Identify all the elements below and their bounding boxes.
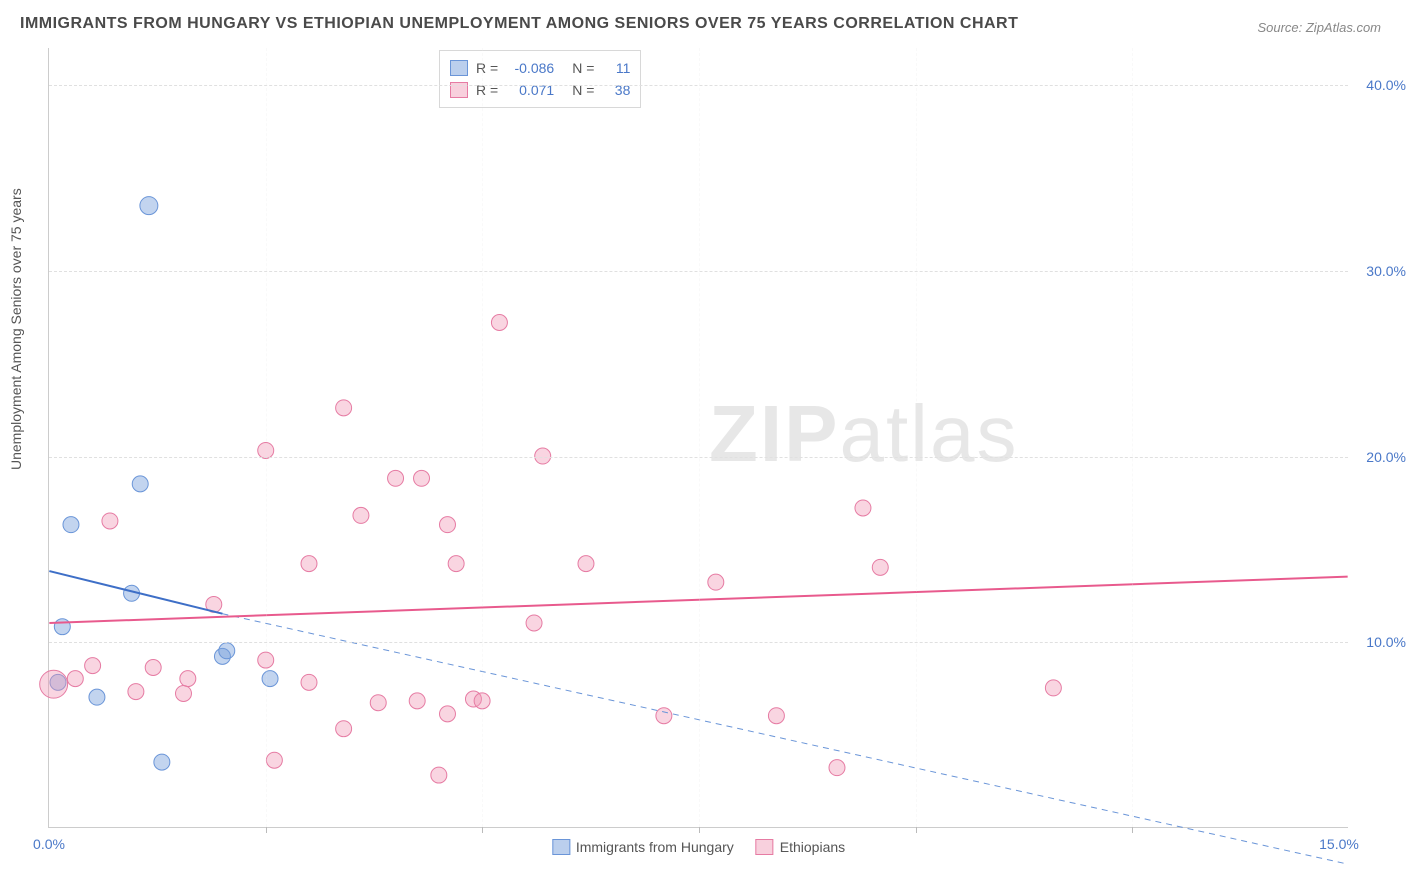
n-label: N = [572,60,594,76]
data-point [409,693,425,709]
data-point [578,556,594,572]
y-tick-label: 10.0% [1366,634,1406,650]
data-point [154,754,170,770]
data-point [388,470,404,486]
data-point [872,559,888,575]
legend-label-1: Ethiopians [780,839,845,855]
data-point [89,689,105,705]
data-point [140,197,158,215]
swatch-pink-icon [756,839,774,855]
data-point [829,760,845,776]
data-point [336,400,352,416]
data-point [768,708,784,724]
n-value-0: 11 [602,60,630,76]
swatch-blue-icon [450,60,468,76]
y-tick-label: 30.0% [1366,263,1406,279]
y-axis-label: Unemployment Among Seniors over 75 years [8,188,24,470]
data-point [132,476,148,492]
data-point [301,674,317,690]
data-point [180,671,196,687]
legend-label-0: Immigrants from Hungary [576,839,734,855]
data-point [448,556,464,572]
y-tick-label: 20.0% [1366,449,1406,465]
r-value-0: -0.086 [506,60,554,76]
data-point [656,708,672,724]
y-tick-label: 40.0% [1366,77,1406,93]
data-point [219,643,235,659]
data-point [708,574,724,590]
chart-title: IMMIGRANTS FROM HUNGARY VS ETHIOPIAN UNE… [20,15,1018,33]
data-point [439,517,455,533]
data-point [63,517,79,533]
data-point [336,721,352,737]
data-point [414,470,430,486]
data-point [855,500,871,516]
plot-area: ZIPatlas R = -0.086 N = 11 R = 0.071 N =… [48,48,1348,828]
data-point [40,670,68,698]
data-point [266,752,282,768]
data-point [176,685,192,701]
legend-item-1: Ethiopians [756,839,845,855]
data-point [145,660,161,676]
legend-stats: R = -0.086 N = 11 R = 0.071 N = 38 [439,50,641,108]
legend-series: Immigrants from Hungary Ethiopians [552,839,845,855]
data-point [526,615,542,631]
data-point [85,658,101,674]
legend-stats-row-1: R = 0.071 N = 38 [450,79,630,101]
data-point [128,684,144,700]
legend-item-0: Immigrants from Hungary [552,839,734,855]
data-point [1045,680,1061,696]
legend-stats-row-0: R = -0.086 N = 11 [450,57,630,79]
data-point [262,671,278,687]
data-point [353,507,369,523]
x-tick-label: 15.0% [1319,836,1359,852]
data-point [54,619,70,635]
data-point [301,556,317,572]
source-text: Source: ZipAtlas.com [1257,20,1381,35]
data-point [67,671,83,687]
data-point [370,695,386,711]
data-point [102,513,118,529]
swatch-blue-icon [552,839,570,855]
x-tick-label: 0.0% [33,836,65,852]
data-point [491,315,507,331]
data-point [431,767,447,783]
r-label: R = [476,60,498,76]
data-point [439,706,455,722]
